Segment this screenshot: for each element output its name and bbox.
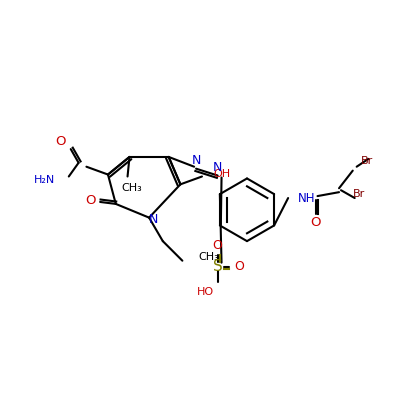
Text: OH: OH xyxy=(214,168,231,178)
Text: O: O xyxy=(213,238,222,252)
Text: O: O xyxy=(310,216,321,229)
Text: O: O xyxy=(85,194,96,206)
Text: N: N xyxy=(191,154,201,167)
Text: CH₃: CH₃ xyxy=(121,183,142,193)
Text: N: N xyxy=(148,213,158,226)
Text: N: N xyxy=(213,161,222,174)
Text: O: O xyxy=(234,260,244,273)
Text: S: S xyxy=(213,259,222,274)
Text: O: O xyxy=(56,135,66,148)
Text: Br: Br xyxy=(353,189,365,199)
Text: H₂N: H₂N xyxy=(34,176,55,186)
Text: Br: Br xyxy=(360,156,373,166)
Text: NH: NH xyxy=(298,192,316,204)
Text: CH₃: CH₃ xyxy=(198,252,219,262)
Text: HO: HO xyxy=(196,287,214,297)
